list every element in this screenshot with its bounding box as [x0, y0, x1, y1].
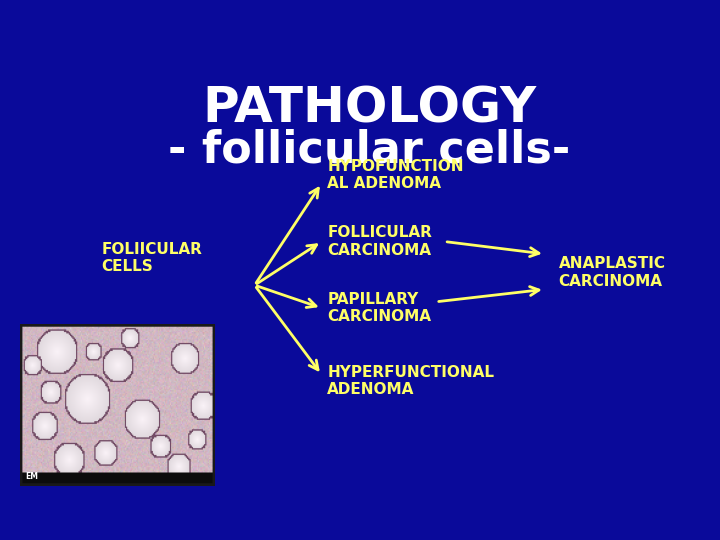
Text: FOLIICULAR
CELLS: FOLIICULAR CELLS: [101, 242, 202, 274]
Text: FOLLICULAR
CARCINOMA: FOLLICULAR CARCINOMA: [327, 225, 432, 258]
Text: - follicular cells-: - follicular cells-: [168, 129, 570, 172]
Text: EM: EM: [26, 472, 39, 481]
Text: PAPILLARY
CARCINOMA: PAPILLARY CARCINOMA: [327, 292, 431, 324]
Text: PATHOLOGY: PATHOLOGY: [202, 84, 536, 132]
Text: HYPERFUNCTIONAL
ADENOMA: HYPERFUNCTIONAL ADENOMA: [327, 364, 494, 397]
Text: HYPOFUNCTION
AL ADENOMA: HYPOFUNCTION AL ADENOMA: [327, 159, 464, 191]
Text: ANAPLASTIC
CARCINOMA: ANAPLASTIC CARCINOMA: [559, 256, 666, 289]
